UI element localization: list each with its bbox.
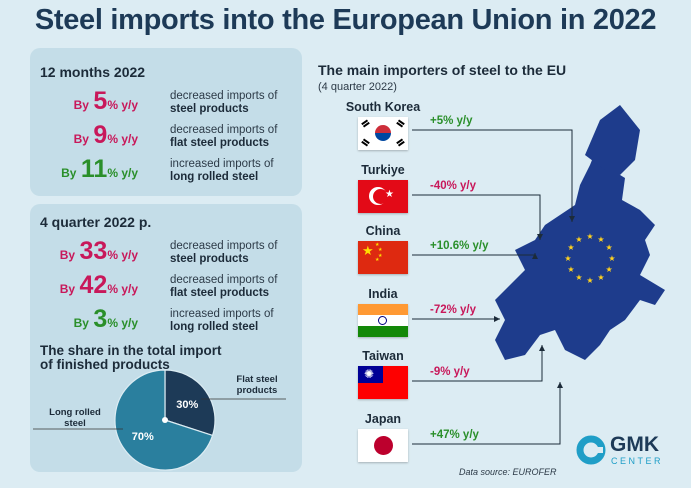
flag-icon: [358, 429, 408, 462]
country-name: South Korea: [345, 100, 421, 114]
change-label: +5% y/y: [430, 115, 473, 127]
stat-value: By 5% y/y: [73, 87, 138, 115]
stat-description: increased imports of long rolled steel: [170, 158, 274, 183]
stat-value: By 33% y/y: [59, 237, 138, 265]
gmk-logo: GMK CENTER: [576, 432, 686, 472]
pie-label-long: Long rolled steel: [49, 407, 101, 429]
arrow-head: [569, 216, 575, 222]
stat-description: decreased imports of steel products: [170, 90, 278, 115]
change-label: -9% y/y: [430, 366, 470, 378]
quarter-heading: 4 quarter 2022 p.: [40, 214, 152, 230]
eu-star: ★: [597, 273, 604, 282]
stat-description: increased imports of long rolled steel: [170, 308, 274, 333]
annual-stat-row: By 5% y/y decreased imports of steel prod…: [30, 88, 280, 120]
change-label: -40% y/y: [430, 180, 477, 192]
pie-label-flat: Flat steel products: [236, 374, 278, 396]
eu-star: ★: [575, 235, 582, 244]
share-title: The share in the total import of finishe…: [40, 343, 222, 372]
importers-title: The main importers of steel to the EU: [318, 62, 567, 78]
country-name: Turkiye: [361, 163, 405, 177]
annual-heading: 12 months 2022: [40, 64, 146, 80]
page-title: Steel imports into the European Union in…: [34, 4, 657, 36]
eu-star: ★: [567, 243, 574, 252]
eu-star: ★: [567, 265, 574, 274]
arrow-head: [532, 253, 538, 259]
importers-subtitle: (4 quarter 2022): [318, 81, 397, 93]
flag-icon: [358, 304, 408, 337]
annual-stat-row: By 11% y/y increased imports of long roll…: [30, 156, 280, 188]
country-name: Taiwan: [362, 349, 404, 363]
change-label: -72% y/y: [430, 304, 477, 316]
quarter-stat-row: By 3% y/y increased imports of long rolle…: [30, 306, 280, 338]
stat-description: decreased imports of flat steel products: [170, 274, 278, 299]
arrow-head: [537, 234, 543, 240]
eu-star: ★: [605, 265, 612, 274]
eu-star: ★: [575, 273, 582, 282]
stat-value: By 9% y/y: [73, 121, 138, 149]
country-name: India: [368, 287, 398, 301]
stat-value: By 11% y/y: [61, 155, 138, 183]
arrow-head: [539, 345, 545, 351]
eu-star: ★: [608, 254, 615, 263]
stat-description: decreased imports of steel products: [170, 240, 278, 265]
annual-panel: 12 months 2022 By 5% y/y decreased impor…: [30, 48, 302, 196]
flag-icon: ★ ★ ★ ★ ★: [358, 241, 408, 274]
arrow-head: [557, 382, 563, 388]
stat-value: By 3% y/y: [73, 305, 138, 333]
data-source: Data source: EUROFER: [459, 467, 557, 477]
eu-star: ★: [597, 235, 604, 244]
scandinavia-shape: [585, 105, 640, 175]
flag-icon: ✺: [358, 366, 408, 399]
stat-description: decreased imports of flat steel products: [170, 124, 278, 149]
country-name: Japan: [364, 412, 402, 426]
eu-stars: ★★★★★★★★★ ★ ★★: [564, 232, 615, 285]
import-arrow: [412, 253, 536, 256]
eu-star: ★: [586, 276, 593, 285]
flag-icon: [358, 117, 408, 150]
import-arrow: [412, 194, 541, 240]
import-arrows: [412, 129, 575, 445]
import-arrow: [412, 382, 561, 445]
change-label: +10.6% y/y: [430, 240, 489, 252]
quarter-stat-row: By 33% y/y decreased imports of steel pro…: [30, 238, 280, 270]
quarter-stat-row: By 42% y/y decreased imports of flat stee…: [30, 272, 280, 304]
eu-star: ★: [564, 254, 571, 263]
arrow-head: [494, 316, 500, 322]
change-label: +47% y/y: [430, 429, 479, 441]
eu-star: ★: [605, 243, 612, 252]
annual-stat-row: By 9% y/y decreased imports of flat steel…: [30, 122, 280, 154]
eu-star: ★: [586, 232, 593, 241]
stat-value: By 42% y/y: [59, 271, 138, 299]
country-name: China: [365, 224, 401, 238]
import-arrow: [412, 129, 573, 222]
import-arrow: [412, 345, 543, 382]
flag-icon: ★: [358, 180, 408, 213]
eu-map-shape: [495, 140, 665, 360]
